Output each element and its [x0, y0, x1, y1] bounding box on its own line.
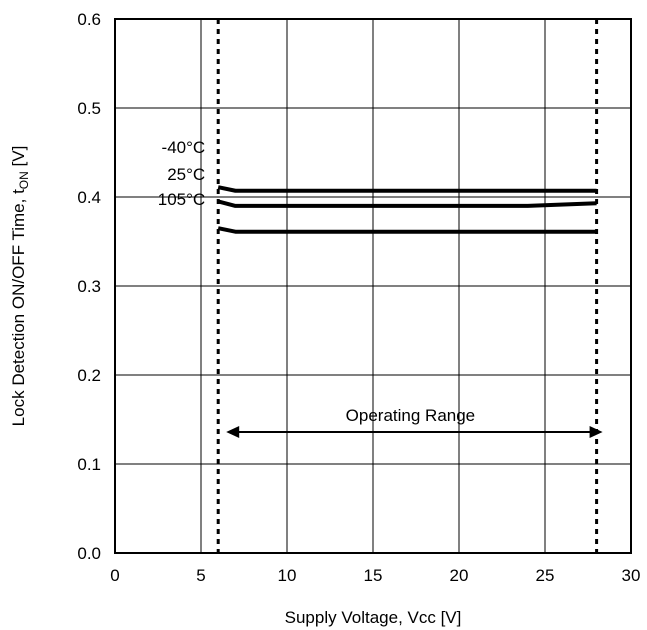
- operating-range-label: Operating Range: [346, 406, 475, 425]
- series-line: [217, 226, 597, 234]
- x-axis-label: Supply Voltage, Vcc [V]: [285, 608, 462, 627]
- series-line: [217, 199, 597, 208]
- y-axis-label-unit: [V]: [9, 146, 28, 172]
- x-tick-label: 30: [622, 566, 641, 585]
- y-tick-label: 0.6: [77, 10, 101, 29]
- x-tick-label: 10: [278, 566, 297, 585]
- y-tick-label: 0.0: [77, 544, 101, 563]
- x-axis-ticks: 0 5 10 15 20 25 30: [110, 566, 640, 585]
- y-tick-label: 0.1: [77, 455, 101, 474]
- y-axis-label-main: Lock Detection ON/OFF Time, t: [9, 189, 28, 426]
- y-tick-label: 0.4: [77, 188, 101, 207]
- series-lines: [217, 185, 597, 234]
- operating-range-annotation: Operating Range: [226, 406, 603, 438]
- y-axis-label-subscript: ON: [17, 171, 31, 189]
- arrow-head-left: [226, 425, 240, 438]
- series-labels: -40°C 25°C 105°C: [158, 138, 205, 209]
- y-tick-label: 0.2: [77, 366, 101, 385]
- y-tick-label: 0.5: [77, 99, 101, 118]
- x-tick-label: 25: [536, 566, 555, 585]
- y-axis-ticks: 0.0 0.1 0.2 0.3 0.4 0.5 0.6: [77, 10, 101, 563]
- series-label: 105°C: [158, 190, 205, 209]
- x-tick-label: 0: [110, 566, 119, 585]
- x-tick-label: 15: [364, 566, 383, 585]
- x-tick-label: 20: [450, 566, 469, 585]
- grid: [115, 19, 631, 553]
- x-tick-label: 5: [196, 566, 205, 585]
- plot-frame: [114, 18, 632, 554]
- series-line: [217, 185, 597, 193]
- operating-range-bounds: [216, 19, 599, 553]
- arrow-head-right: [589, 425, 603, 438]
- series-label: -40°C: [162, 138, 206, 157]
- series-label: 25°C: [167, 165, 205, 184]
- y-axis-label: Lock Detection ON/OFF Time, tON [V]: [9, 146, 31, 427]
- y-tick-label: 0.3: [77, 277, 101, 296]
